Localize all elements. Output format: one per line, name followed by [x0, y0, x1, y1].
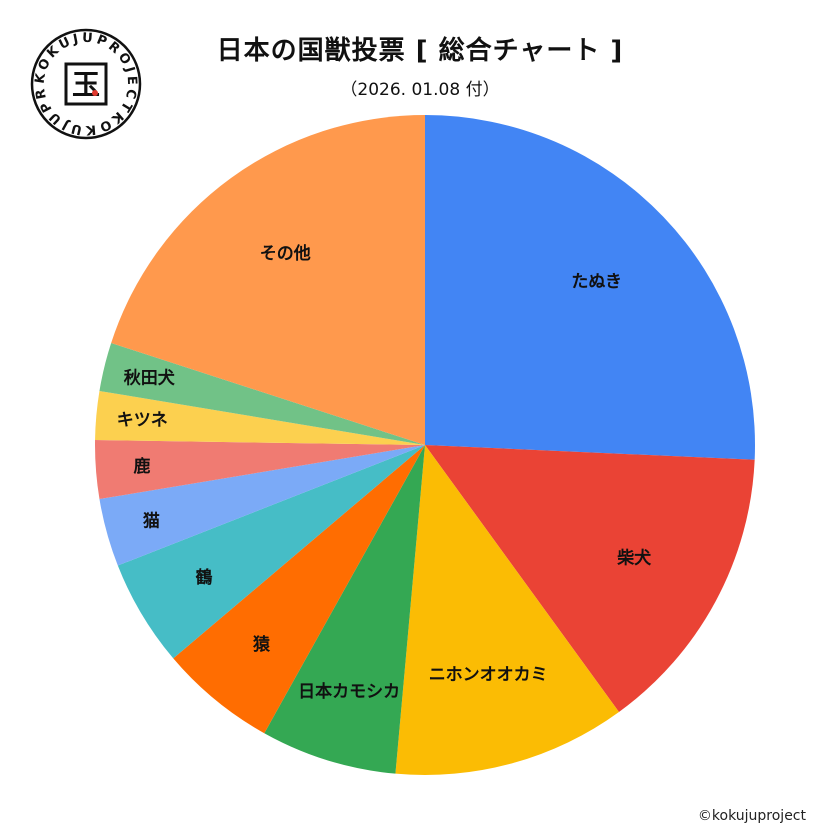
- pie-label-9: 秋田犬: [124, 368, 176, 389]
- pie-slice-3: [264, 445, 425, 774]
- logo-accent-dot: [92, 90, 98, 96]
- pie-label-0: たぬき: [571, 272, 622, 292]
- pie-label-4: 猿: [252, 634, 271, 655]
- pie-label-8: キツネ: [117, 411, 168, 431]
- copyright-credit: ©kokujuproject: [697, 808, 806, 824]
- pie-label-10: その他: [260, 243, 311, 264]
- pie-slice-9: [99, 343, 426, 445]
- pie-label-1: 柴犬: [616, 548, 652, 569]
- pie-label-6: 猫: [143, 511, 160, 532]
- pie-slice-10: [111, 115, 426, 445]
- pie-slice-1: [425, 445, 755, 712]
- pie-label-5: 鶴: [196, 567, 213, 588]
- pie-slice-7: [95, 440, 425, 500]
- chart-title: 日本の国獣投票 [ 総合チャート ]: [216, 36, 624, 66]
- pie-label-7: 鹿: [134, 456, 151, 477]
- pie-slice-2: [395, 445, 619, 775]
- pie-slice-4: [173, 445, 425, 734]
- chart-subtitle: （2026. 01.08 付）: [340, 80, 500, 100]
- pie-slice-5: [117, 445, 425, 659]
- pie-slice-6: [99, 445, 426, 566]
- pie-slice-8: [95, 390, 425, 445]
- pie-slice-0: [425, 115, 756, 460]
- kokuju-logo: KOKUJUPROJECTKOKUJUPROJECT 玉: [30, 28, 142, 140]
- pie-label-2: ニホンオオカミ: [429, 665, 548, 685]
- pie-label-3: 日本カモシカ: [298, 681, 400, 702]
